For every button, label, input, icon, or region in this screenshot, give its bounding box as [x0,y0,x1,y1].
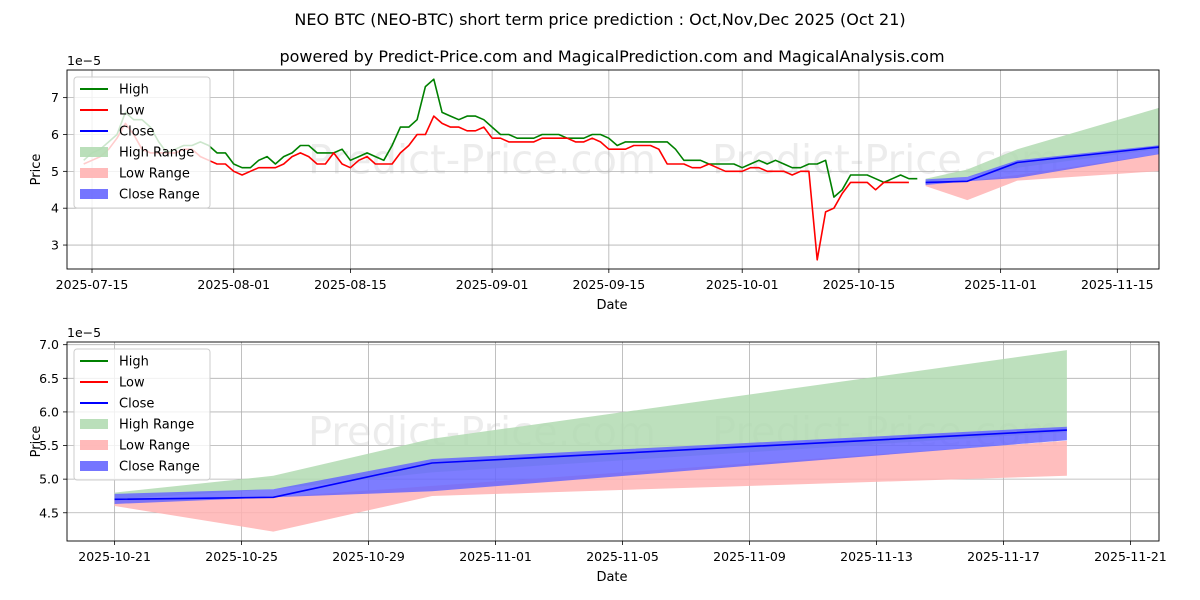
chart-panel-top: Predict-Price.com Predict-Price.com2025-0… [29,53,1160,313]
x-tick-label: 2025-09-01 [456,277,529,292]
x-tick-label: 2025-10-21 [78,549,151,564]
legend-item: Close [80,125,154,140]
axes-frame [66,341,1160,542]
x-tick-label: 2025-10-01 [706,277,779,292]
x-tick-label: 2025-11-05 [586,549,659,564]
legend-swatch-patch [80,440,108,450]
x-tick-label: 2025-08-01 [197,277,270,292]
x-tick-label: 2025-11-21 [1094,549,1167,564]
legend-item: Low Range [80,167,190,182]
x-tick-label: 2025-07-15 [56,277,129,292]
legend-swatch-patch [80,461,108,471]
high-range-band [925,107,1159,183]
high-series-line [83,78,918,198]
low-range-band [925,154,1159,201]
legend-swatch-patch [80,147,108,157]
legend-swatch-patch [80,189,108,199]
watermark-text: Predict-Price.com [308,137,656,183]
legend: High Low Close High Range Low Range Close Ran… [73,76,211,209]
close-range-band [114,426,1067,504]
legend-label: Close Range [119,188,200,203]
x-tick-label: 2025-10-25 [205,549,278,564]
x-tick-label: 2025-11-01 [964,277,1037,292]
legend-item: High [80,355,149,370]
x-tick-label: 2025-10-15 [823,277,896,292]
axes-frame [66,69,1160,270]
legend-item: High Range [80,146,194,161]
close-series-line [114,429,1067,501]
y-tick-label: 3 [51,238,59,253]
legend-label: High Range [119,146,194,161]
legend-label: Low Range [119,167,190,182]
x-axis-label: Date [596,298,627,313]
x-tick-label: 2025-09-15 [573,277,646,292]
y-tick-label: 5 [51,164,59,179]
y-tick-label: 6.5 [39,371,59,386]
y-tick-label: 4 [51,201,59,216]
high-range-band [114,350,1067,500]
y-tick-label: 7 [51,90,59,105]
y-tick-label: 6 [51,127,59,142]
close-series-line [925,146,1159,184]
legend-label: Close [119,125,154,140]
x-tick-label: 2025-11-15 [1081,277,1154,292]
legend-label: High [119,83,149,98]
chart-panel-bottom: Predict-Price.comPredict-Price.com2025-1… [29,325,1167,585]
x-tick-label: 2025-11-17 [967,549,1040,564]
legend-swatch-patch [80,419,108,429]
figure-subtitle: powered by Predict-Price.com and Magical… [279,47,944,66]
y-tick-label: 5.5 [39,438,59,453]
legend-label: Close [119,397,154,412]
axis-offset-label: 1e−5 [67,53,101,68]
legend-item: Close Range [80,460,200,475]
legend-label: Low [119,376,145,391]
low-series-line [83,115,909,261]
legend-item: Close Range [80,188,200,203]
legend-label: High [119,355,149,370]
legend-item: High Range [80,418,194,433]
y-axis-label: Price [29,426,44,458]
legend-item: Low [80,104,145,119]
legend: High Low Close High Range Low Range Close Ran… [73,348,211,481]
legend-label: High Range [119,418,194,433]
y-tick-label: 6.0 [39,404,59,419]
legend-item: High [80,83,149,98]
legend-item: Low [80,376,145,391]
low-range-band [114,440,1067,532]
legend-item: Low Range [80,439,190,454]
x-tick-label: 2025-10-29 [332,549,405,564]
x-tick-label: 2025-11-13 [840,549,913,564]
x-tick-label: 2025-11-09 [713,549,786,564]
axis-offset-label: 1e−5 [67,325,101,340]
plot-area [83,78,1159,261]
plot-area [114,350,1067,532]
legend-label: Low Range [119,439,190,454]
x-tick-label: 2025-08-15 [314,277,387,292]
x-tick-label: 2025-11-01 [459,549,532,564]
legend-label: Low [119,104,145,119]
legend-swatch-patch [80,168,108,178]
y-axis-label: Price [29,154,44,186]
y-tick-label: 4.5 [39,505,59,520]
figure-title: NEO BTC (NEO-BTC) short term price predi… [294,10,905,29]
x-axis-label: Date [596,570,627,585]
y-tick-label: 5.0 [39,472,59,487]
y-tick-label: 7.0 [39,337,59,352]
legend-label: Close Range [119,460,200,475]
legend-item: Close [80,397,154,412]
